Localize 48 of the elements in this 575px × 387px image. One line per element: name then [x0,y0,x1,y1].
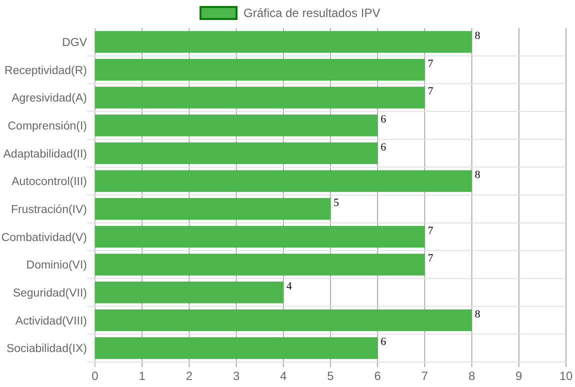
bar [95,170,472,192]
data-label: 6 [380,141,387,154]
x-tick-label: 10 [559,369,573,383]
y-tick-label: Agresividad(A) [12,92,88,105]
y-tick-label: Frustración(IV) [10,204,88,216]
x-tick-label: 2 [186,369,193,383]
y-tick-label: Dominio(VI) [26,260,88,272]
data-label: 6 [380,114,387,126]
x-tick-label: 8 [468,369,476,383]
y-tick-label: DGV [62,36,88,49]
y-tick-label: Combatividad(V) [1,232,88,244]
bar [95,309,472,332]
data-label: 7 [428,58,434,70]
y-tick-label: Receptividad(R) [4,64,88,77]
bar [95,254,425,276]
y-tick-label: Comprensión(I) [8,120,88,132]
bar [95,58,425,81]
x-tick-label: 3 [232,369,240,383]
bar [95,31,472,53]
data-label: 8 [474,30,481,42]
y-tick-label: Adaptabilidad(II) [3,148,88,160]
x-tick-label: 7 [421,369,428,383]
bar [95,198,330,220]
x-tick-label: 1 [138,369,146,383]
bar [95,226,425,248]
x-tick-label: 6 [374,369,382,383]
y-tick-label: Autocontrol(III) [12,176,88,188]
x-tick-label: 9 [516,369,523,383]
data-label: 7 [428,252,434,265]
series-label: Gráfica de resultados IPV [244,6,380,20]
data-label: 7 [428,224,434,237]
bar [95,114,378,136]
bar [95,337,378,359]
x-tick-label: 4 [280,369,288,383]
bar [95,142,378,164]
data-label: 5 [334,197,340,210]
y-tick-label: Actividad(VIII) [15,315,88,328]
y-tick-label: Seguridad(VII) [12,287,88,300]
data-label: 8 [474,169,481,182]
bar [95,282,284,304]
x-tick-label: 0 [92,369,99,383]
data-label: 6 [380,336,387,348]
x-tick-label: 5 [327,369,334,383]
data-label: 8 [474,308,481,320]
data-label: 7 [428,86,434,98]
data-label: 4 [286,280,292,293]
bar [95,86,425,108]
y-tick-label: Sociabilidad(IX) [6,343,88,356]
